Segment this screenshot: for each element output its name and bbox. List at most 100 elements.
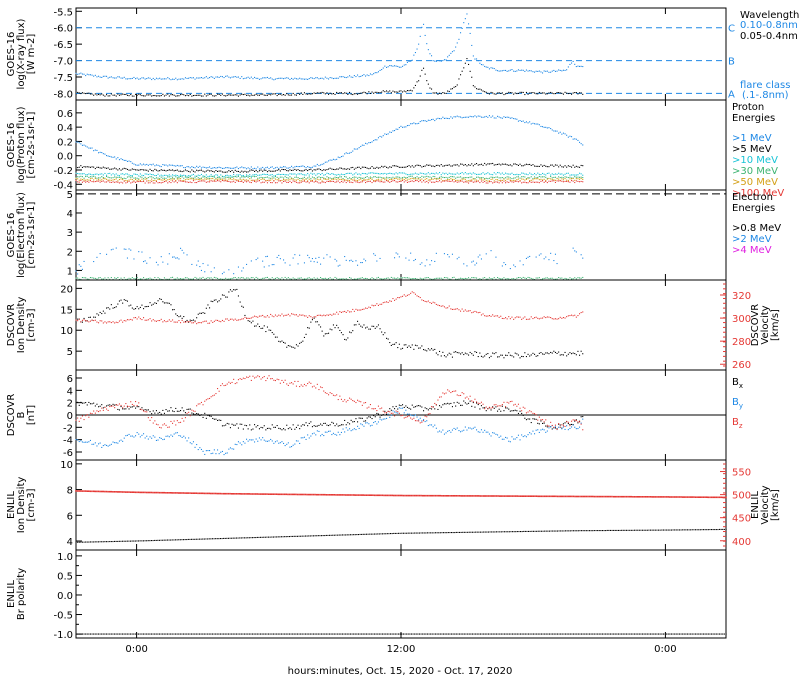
data-point [511,278,512,279]
data-point [444,177,445,178]
data-point [378,180,379,181]
data-point [553,93,554,94]
data-point [574,250,575,251]
data-point [436,179,437,180]
data-point [225,319,226,320]
data-point [560,427,561,428]
data-point [492,432,493,433]
data-point [458,165,459,166]
data-point [180,178,181,179]
data-point [252,277,253,278]
data-point [388,66,389,67]
data-point [156,170,157,171]
data-point [174,79,175,80]
data-point [372,182,373,183]
data-point [114,442,115,443]
data-point [246,77,247,78]
data-point [402,348,403,349]
data-point [275,278,276,279]
data-point [124,181,125,182]
data-point [228,177,229,178]
data-point [217,538,218,539]
data-point [323,182,324,183]
data-point [446,308,447,309]
data-point [449,179,450,180]
data-point [561,134,562,135]
data-point [88,148,89,149]
data-point [502,164,503,165]
data-point [315,434,316,435]
data-point [531,182,532,183]
data-point [446,432,447,433]
data-point [376,303,377,304]
data-point [137,174,138,175]
data-point [135,94,136,95]
data-point [283,315,284,316]
data-point [116,168,117,169]
data-point [293,445,294,446]
data-point [116,158,117,159]
data-point [325,93,326,94]
data-point [388,411,389,412]
data-point [383,419,384,420]
data-point [196,166,197,167]
data-point [351,332,352,333]
data-point [236,77,237,78]
data-point [544,354,545,355]
data-point [296,182,297,183]
data-point [400,181,401,182]
data-point [177,322,178,323]
data-point [232,95,233,96]
data-point [129,170,130,171]
data-point [574,167,575,168]
data-point [302,170,303,171]
data-point [558,318,559,319]
data-point [455,406,456,407]
data-point [383,411,384,412]
data-point [356,534,357,535]
data-point [510,355,511,356]
data-point [544,423,545,424]
data-point [285,277,286,278]
data-point [218,538,219,539]
data-point [349,182,350,183]
data-point [523,318,524,319]
data-point [95,181,96,182]
data-point [466,278,467,279]
data-point [505,164,506,165]
data-point [418,174,419,175]
data-point [314,316,315,317]
data-point [320,326,321,327]
data-point [383,302,384,303]
data-point [439,178,440,179]
data-point [452,51,453,52]
legend-entry-electron: >2 MeV [732,234,772,245]
data-point [537,166,538,167]
data-point [486,182,487,183]
data-point [338,178,339,179]
data-point [246,172,247,173]
data-point [85,75,86,76]
data-point [286,278,287,279]
data-point [140,278,141,279]
data-point [439,431,440,432]
data-point [545,278,546,279]
data-point [463,182,464,183]
data-point [227,177,228,178]
data-point [261,177,262,178]
data-point [182,437,183,438]
data-point [577,140,578,141]
data-point [121,300,122,301]
data-point [280,315,281,316]
data-point [281,341,282,342]
data-point [257,537,258,538]
data-point [405,64,406,65]
data-point [511,355,512,356]
data-point [187,254,188,255]
data-point [417,279,418,280]
data-point [429,264,430,265]
data-point [346,278,347,279]
data-point [148,180,149,181]
data-point [537,178,538,179]
data-point [227,452,228,453]
